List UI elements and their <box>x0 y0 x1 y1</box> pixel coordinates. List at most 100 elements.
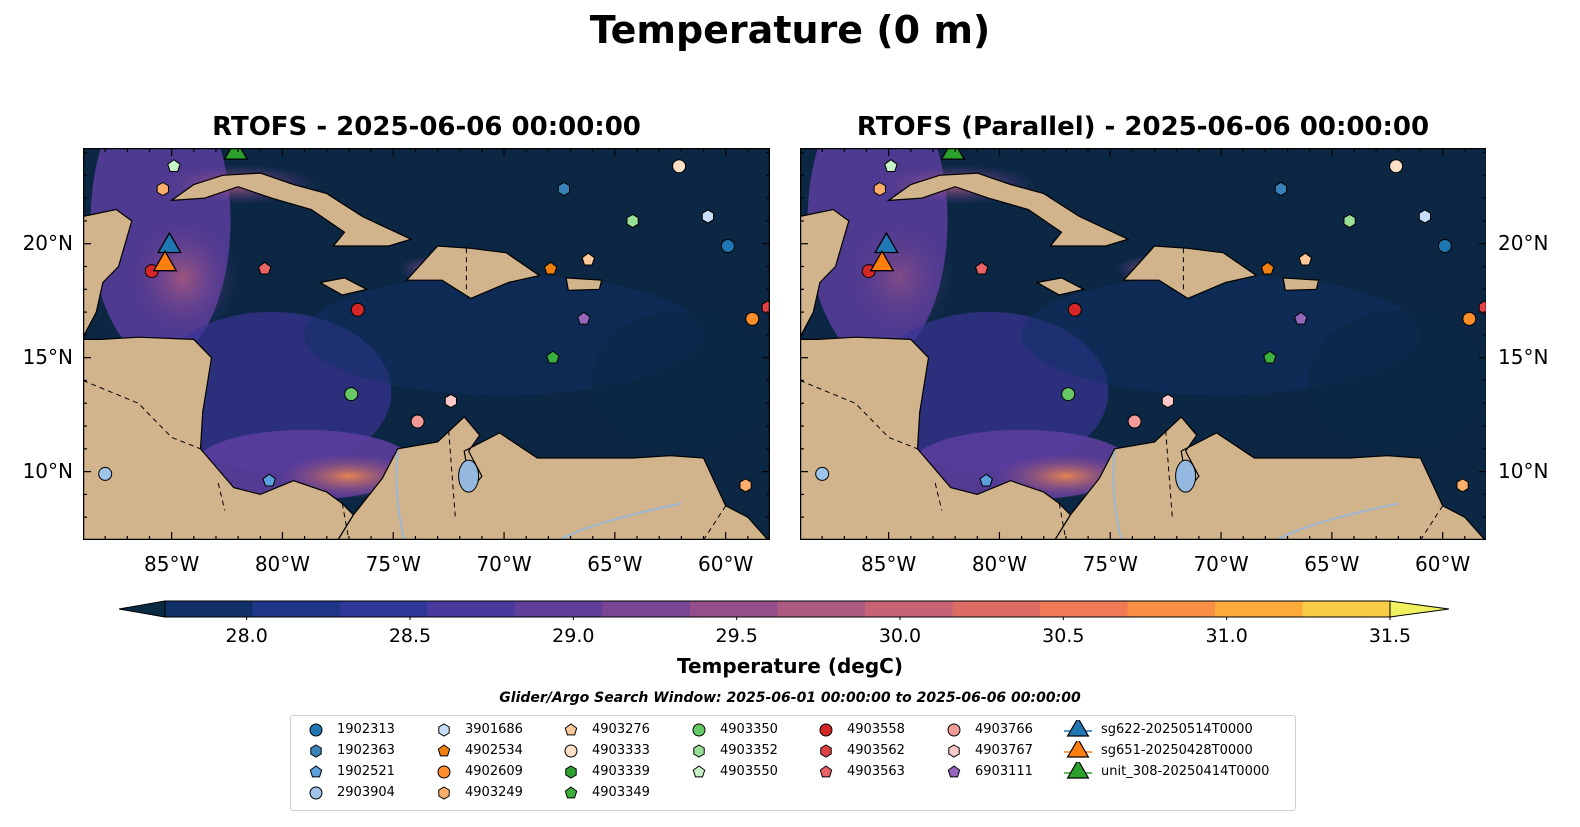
legend-label: 4903249 <box>465 785 523 800</box>
colorbar-label: Temperature (degC) <box>677 654 903 678</box>
landmass-puerto <box>565 277 603 292</box>
marker-4903333 <box>1389 159 1404 174</box>
landmass-hispaniola <box>405 245 541 300</box>
marker-4903766 <box>410 414 425 429</box>
pentagon-marker-icon <box>309 765 323 778</box>
circle-marker-icon <box>564 744 578 758</box>
colorbar-segment <box>1302 601 1391 617</box>
marker-4903352 <box>626 213 639 228</box>
marker-sg651-20250428T0000 <box>869 249 895 272</box>
colorbar-frame <box>164 600 1391 618</box>
colorbar-extend-max <box>1389 600 1450 618</box>
land <box>800 172 1486 540</box>
lon-tick-right-3: 70°W <box>1193 552 1249 576</box>
marker-4903350 <box>1061 387 1076 402</box>
marker-4903562 <box>1478 300 1486 315</box>
marker-2903904 <box>815 466 830 481</box>
legend-label: 4902534 <box>465 743 523 758</box>
marker-4903767 <box>444 393 458 409</box>
lon-tick-left-3: 70°W <box>476 552 532 576</box>
marker-sg622-20250514T0000 <box>874 231 899 254</box>
legend-label: sg622-20250514T0000 <box>1101 722 1253 737</box>
land <box>83 172 770 540</box>
marker-unit_308-20250414T0000 <box>940 148 966 160</box>
marker-4903249 <box>739 478 752 493</box>
map-frame <box>800 148 1486 540</box>
lon-tick-left-0: 85°W <box>144 552 200 576</box>
landmass-cuba <box>169 172 413 247</box>
lat-tick-left-1: 15°N <box>22 344 73 369</box>
landmass-southam <box>1054 416 1486 540</box>
legend-label: 4903339 <box>592 764 650 779</box>
hexagon-marker-icon <box>438 786 450 800</box>
lake-maracaibo <box>1175 459 1197 493</box>
legend-label: 4903562 <box>847 743 905 758</box>
colorbar-tick-label-4: 30.0 <box>878 625 922 647</box>
circle-marker-icon <box>947 723 961 737</box>
landmass-jamaica <box>1035 277 1086 296</box>
colorbar <box>118 600 1450 620</box>
lat-tick-right-1: 15°N <box>1498 344 1549 369</box>
legend-label: 4903276 <box>592 722 650 737</box>
legend-label: 3901686 <box>465 722 523 737</box>
pentagon-marker-icon <box>437 744 451 757</box>
legend-label: 1902363 <box>337 743 395 758</box>
map-panel-rtofs <box>83 148 770 540</box>
landmass-jamaica <box>318 277 369 296</box>
marker-4903249 <box>873 181 886 197</box>
colorbar-extend-min <box>118 600 166 618</box>
legend-label: unit_308-20250414T0000 <box>1101 764 1270 779</box>
colorbar-segment <box>865 601 953 617</box>
legend: 1902313 1902363 1902521 2903904 3901686 49025… <box>290 715 1296 811</box>
map-frame <box>83 148 770 540</box>
marker-4903563 <box>257 261 272 275</box>
legend-label: 4903350 <box>720 722 778 737</box>
landmass-yucatan <box>800 208 850 338</box>
colorbar-segment <box>340 601 428 617</box>
marker-4903558 <box>1067 302 1082 317</box>
country-borders <box>83 248 727 540</box>
marker-1902521 <box>262 473 276 487</box>
hexagon-marker-icon <box>438 723 450 737</box>
marker-sg651-20250428T0000 <box>152 249 178 272</box>
marker-6903111 <box>1294 311 1308 325</box>
country-borders <box>800 248 1444 540</box>
colorbar-segment <box>690 601 778 617</box>
marker-6903111 <box>577 311 591 325</box>
marker-4903349 <box>1263 350 1277 364</box>
legend-label: 4903349 <box>592 785 650 800</box>
marker-4903562 <box>761 300 770 315</box>
marker-4903276 <box>581 252 596 266</box>
marker-1902313 <box>1437 239 1452 253</box>
marker-2903904 <box>98 466 113 481</box>
hexagon-marker-icon <box>693 744 705 758</box>
legend-label: 4903550 <box>720 764 778 779</box>
colorbar-segment <box>952 601 1041 617</box>
colorbar-segment <box>1040 601 1128 617</box>
legend-label: 2903904 <box>337 785 395 800</box>
colorbar-segment <box>1215 601 1303 617</box>
legend-label: 4903558 <box>847 722 905 737</box>
landmass-hispaniola <box>1122 245 1258 300</box>
colorbar-segment <box>165 601 253 617</box>
landmass-yucatan <box>83 208 133 338</box>
colorbar-segment <box>777 601 866 617</box>
lat-tick-left-2: 10°N <box>22 458 73 483</box>
marker-4903563 <box>974 261 989 275</box>
marker-4902609 <box>1462 311 1477 326</box>
colorbar-tick-label-1: 28.5 <box>388 625 432 647</box>
panel-title-rtofs-parallel: RTOFS (Parallel) - 2025-06-06 00:00:00 <box>856 112 1430 142</box>
colorbar-tick-label-5: 30.5 <box>1042 625 1085 647</box>
lat-tick-right-2: 10°N <box>1498 458 1549 483</box>
circle-marker-icon <box>819 723 833 737</box>
marker-4903766 <box>1127 414 1142 429</box>
pentagon-marker-icon <box>564 786 578 799</box>
figure-title: Temperature (0 m) <box>589 8 991 52</box>
colorbar-segment <box>252 601 341 617</box>
legend-label: 1902313 <box>337 722 395 737</box>
river-magdalena <box>1112 451 1123 540</box>
circle-marker-icon <box>437 765 451 779</box>
legend-label: 4902609 <box>465 764 523 779</box>
marker-4902534 <box>1260 261 1275 275</box>
pentagon-marker-icon <box>692 765 706 778</box>
